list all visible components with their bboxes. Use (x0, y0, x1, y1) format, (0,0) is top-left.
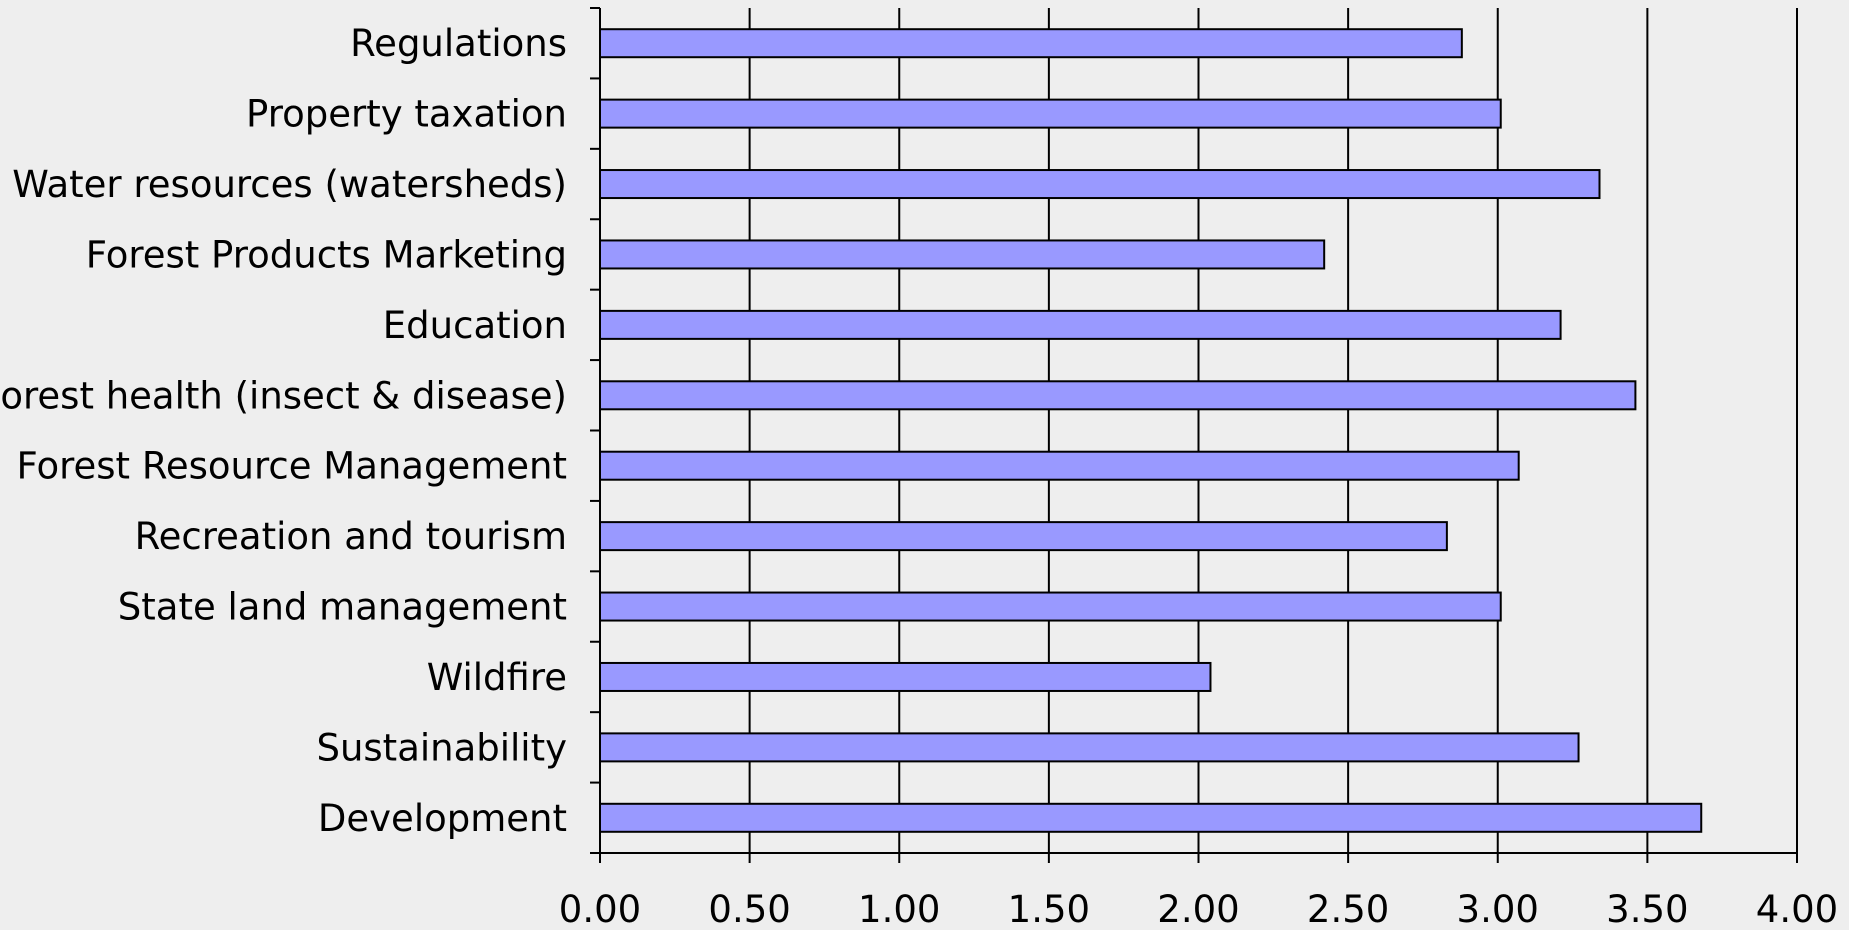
bar (599, 450, 1520, 481)
bar (599, 802, 1703, 833)
x-tick-label: 3.50 (1606, 888, 1688, 930)
category-label: Wildfire (427, 656, 567, 699)
category-label: Forest health (insect & disease) (0, 374, 567, 417)
bars (599, 28, 1703, 833)
x-tick-label: 4.00 (1756, 888, 1838, 930)
bar (599, 239, 1326, 270)
category-label: Regulations (350, 22, 567, 65)
bar (599, 732, 1580, 763)
category-label: Recreation and tourism (135, 515, 567, 558)
category-label: Development (318, 797, 567, 840)
bar (599, 169, 1601, 200)
x-tick-label: 3.00 (1457, 888, 1539, 930)
category-label: Forest Resource Management (17, 445, 567, 488)
category-label: State land management (118, 586, 567, 629)
x-tick-label: 1.00 (858, 888, 940, 930)
bar (599, 98, 1502, 129)
x-tick-labels: 0.00 0.50 1.00 1.50 2.00 2.50 3.00 3.50 4.00 (559, 888, 1838, 930)
category-label: Education (383, 304, 567, 347)
category-label: Property taxation (246, 93, 567, 136)
x-tick-label: 2.00 (1157, 888, 1239, 930)
bar (599, 521, 1448, 552)
bar (599, 380, 1637, 411)
bar (599, 661, 1212, 692)
x-tick-label: 0.50 (708, 888, 790, 930)
bar (599, 28, 1463, 59)
gridlines (748, 8, 1798, 853)
x-tick-label: 1.50 (1008, 888, 1090, 930)
bar (599, 309, 1562, 340)
x-tick-label: 0.00 (559, 888, 641, 930)
category-label: Sustainability (316, 726, 567, 769)
category-labels: Regulations Property taxation Water resour… (0, 22, 567, 840)
category-label: Forest Products Marketing (86, 233, 567, 276)
bar (599, 591, 1502, 622)
category-label: Water resources (watersheds) (12, 163, 567, 206)
axes (590, 7, 1798, 863)
x-tick-label: 2.50 (1307, 888, 1389, 930)
